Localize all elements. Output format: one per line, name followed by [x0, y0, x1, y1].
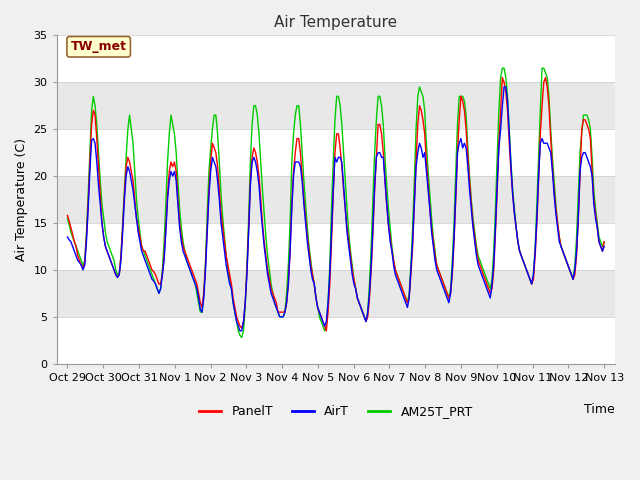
AirT — [195, 295, 202, 301]
AM25T_PRT — [271, 300, 278, 306]
PanelT — [195, 290, 202, 296]
Line: PanelT: PanelT — [67, 78, 604, 331]
Bar — [57, 223, 615, 270]
Bar — [57, 82, 615, 129]
Bar — [57, 36, 615, 82]
Line: AM25T_PRT: AM25T_PRT — [67, 68, 604, 337]
Text: TW_met: TW_met — [70, 40, 127, 53]
AirT — [600, 243, 608, 249]
PanelT — [93, 136, 100, 142]
Line: AirT: AirT — [67, 87, 604, 331]
Bar — [57, 176, 615, 223]
Title: Air Temperature: Air Temperature — [275, 15, 397, 30]
PanelT — [323, 328, 330, 334]
AirT — [193, 286, 201, 291]
AM25T_PRT — [404, 300, 412, 306]
AirT — [63, 234, 71, 240]
AM25T_PRT — [600, 239, 608, 245]
AM25T_PRT — [238, 335, 246, 340]
AirT — [93, 159, 100, 165]
AM25T_PRT — [195, 300, 202, 306]
PanelT — [269, 290, 276, 296]
AM25T_PRT — [355, 300, 363, 306]
Legend: PanelT, AirT, AM25T_PRT: PanelT, AirT, AM25T_PRT — [194, 400, 477, 423]
AM25T_PRT — [499, 65, 506, 71]
AirT — [355, 300, 363, 306]
AM25T_PRT — [93, 121, 100, 127]
Bar — [57, 317, 615, 364]
Y-axis label: Air Temperature (C): Air Temperature (C) — [15, 138, 28, 261]
Bar — [57, 129, 615, 176]
Bar — [57, 270, 615, 317]
PanelT — [63, 213, 71, 218]
PanelT — [193, 281, 201, 287]
AirT — [236, 328, 244, 334]
AM25T_PRT — [63, 216, 71, 221]
AirT — [271, 300, 278, 306]
PanelT — [600, 239, 608, 245]
Text: Time: Time — [584, 403, 615, 416]
PanelT — [355, 300, 363, 306]
AirT — [404, 304, 412, 310]
AirT — [500, 84, 508, 90]
PanelT — [404, 300, 412, 306]
AM25T_PRT — [193, 290, 201, 296]
PanelT — [499, 75, 506, 81]
